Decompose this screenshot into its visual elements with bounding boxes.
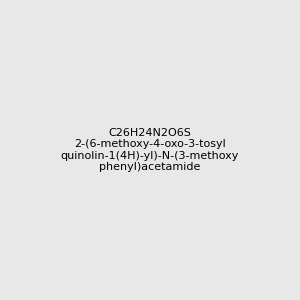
Text: C26H24N2O6S
2-(6-methoxy-4-oxo-3-tosyl
quinolin-1(4H)-yl)-N-(3-methoxy
phenyl)ac: C26H24N2O6S 2-(6-methoxy-4-oxo-3-tosyl q… <box>61 128 239 172</box>
